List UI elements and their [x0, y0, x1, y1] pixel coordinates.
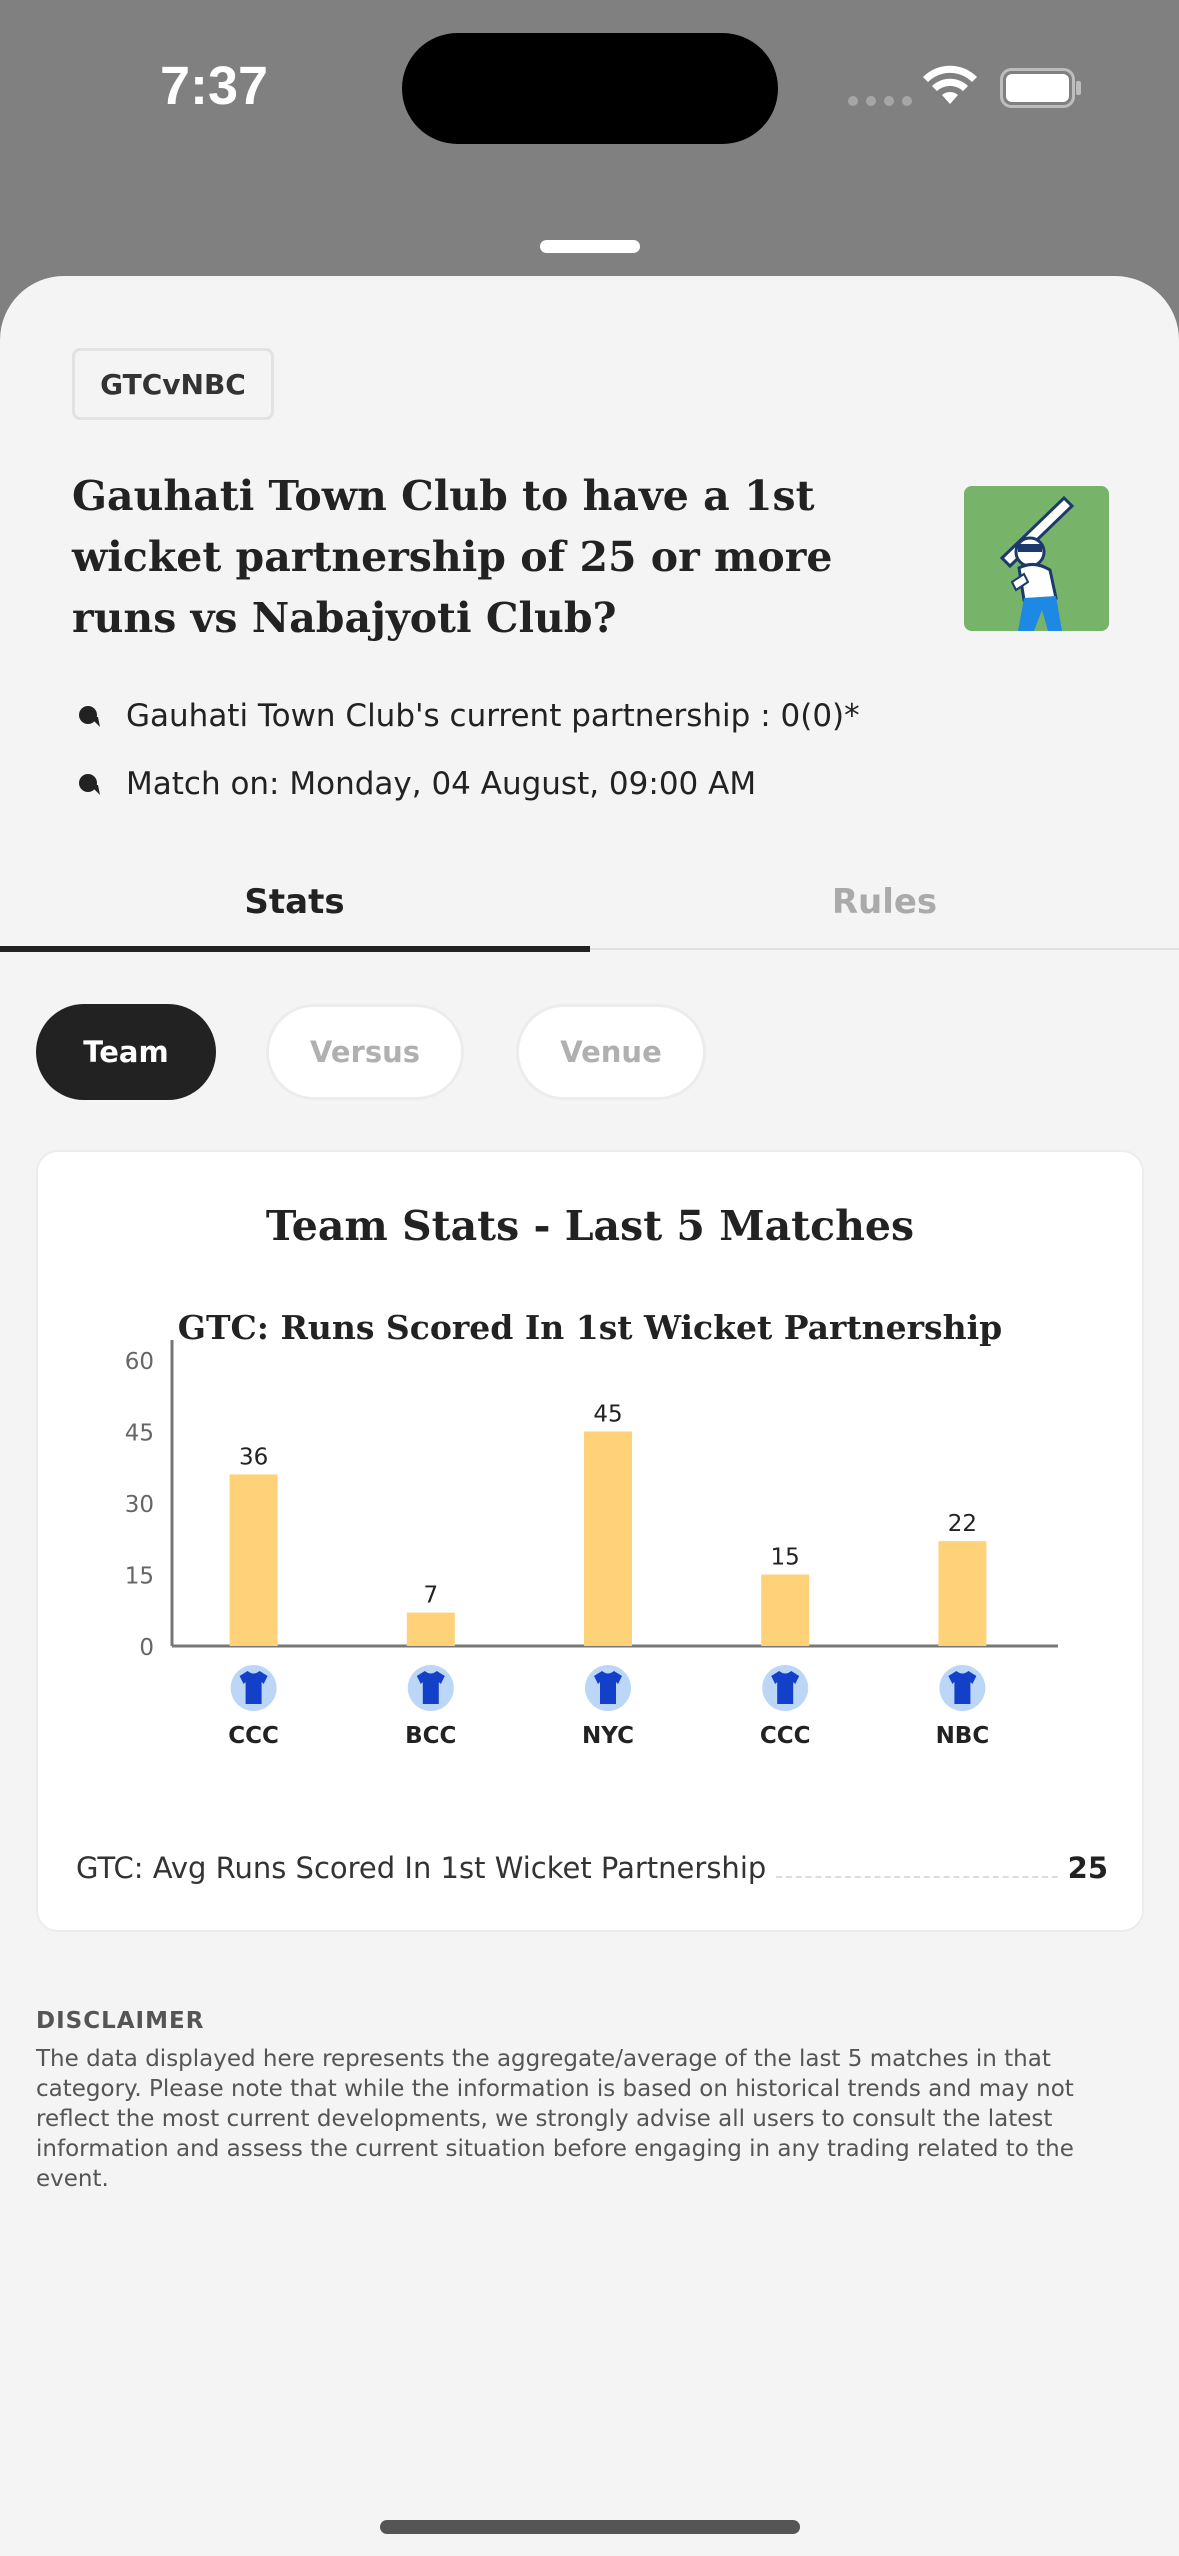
filter-versus-button[interactable]: Versus — [266, 1004, 464, 1100]
home-indicator — [380, 2520, 800, 2534]
y-tick-label: 45 — [125, 1421, 154, 1447]
bar-value-label: 45 — [593, 1402, 622, 1428]
tab-active-indicator — [0, 946, 590, 952]
bar — [584, 1431, 632, 1646]
avg-row: GTC: Avg Runs Scored In 1st Wicket Partn… — [76, 1848, 1108, 1888]
bar — [761, 1574, 810, 1646]
x-category-label: NBC — [936, 1723, 990, 1749]
signal-icon — [848, 96, 912, 106]
sheet-grabber[interactable] — [540, 240, 640, 253]
x-category-label: CCC — [760, 1723, 811, 1749]
disclaimer-text: The data displayed here represents the a… — [36, 2046, 1074, 2192]
jersey-icon — [594, 1671, 622, 1704]
x-category-label: CCC — [228, 1723, 279, 1749]
market-question: Gauhati Town Club to have a 1st wicket p… — [72, 472, 833, 642]
avg-leader — [776, 1876, 1058, 1878]
bar — [229, 1474, 278, 1646]
dynamic-island — [402, 33, 778, 144]
wifi-icon — [923, 65, 977, 104]
market-detail-sheet: GTCvNBC Gauhati Town Club to have a 1st … — [0, 276, 1179, 2556]
y-tick-label: 60 — [125, 1349, 154, 1375]
bullet-icon — [79, 706, 100, 727]
info-current-partnership: Gauhati Town Club's current partnership … — [78, 698, 860, 734]
avg-value: 25 — [1067, 1851, 1108, 1885]
cricket-batsman-icon — [964, 486, 1109, 631]
match-chip: GTCvNBC — [72, 348, 274, 420]
tab-rules[interactable]: Rules — [831, 882, 938, 922]
info-text: Match on: Monday, 04 August, 09:00 AM — [126, 766, 757, 802]
info-match-time: Match on: Monday, 04 August, 09:00 AM — [78, 766, 756, 802]
y-tick-label: 15 — [125, 1564, 154, 1590]
info-text: Gauhati Town Club's current partnership … — [126, 698, 860, 734]
jersey-icon — [771, 1671, 800, 1704]
bar-value-label: 36 — [239, 1444, 268, 1470]
y-tick-label: 30 — [125, 1492, 154, 1518]
jersey-icon — [416, 1671, 445, 1704]
bar — [938, 1541, 987, 1646]
runs-bar-chart: 0 15 30 45 60 36 CCC 7 BCC 45 NYC 15 CCC 22 NBC — [125, 1340, 1058, 1749]
status-bar: 7:37 — [0, 0, 1179, 180]
tab-stats[interactable]: Stats — [244, 882, 345, 922]
jersey-icon — [239, 1671, 268, 1704]
x-category-label: BCC — [405, 1723, 456, 1749]
bar-value-label: 15 — [771, 1545, 800, 1571]
battery-icon — [1000, 68, 1081, 108]
bar-value-label: 7 — [423, 1583, 438, 1609]
filter-venue-button[interactable]: Venue — [516, 1004, 706, 1100]
bullet-icon — [79, 774, 100, 795]
avg-label: GTC: Avg Runs Scored In 1st Wicket Partn… — [76, 1851, 767, 1885]
card-title: Team Stats - Last 5 Matches — [265, 1202, 915, 1250]
bar-value-label: 22 — [948, 1511, 977, 1537]
y-tick-label: 0 — [139, 1635, 154, 1661]
filter-team-button[interactable]: Team — [36, 1004, 216, 1100]
team-stats-card: 0 15 30 45 60 36 CCC 7 BCC 45 NYC 15 CCC 22 NBC Team S… — [36, 1150, 1144, 1932]
jersey-icon — [948, 1671, 977, 1704]
bar — [406, 1612, 455, 1646]
status-time: 7:37 — [160, 56, 269, 116]
x-category-label: NYC — [582, 1723, 634, 1749]
chart-title: GTC: Runs Scored In 1st Wicket Partnersh… — [177, 1308, 1003, 1347]
disclaimer-title: DISCLAIMER — [36, 2008, 205, 2034]
